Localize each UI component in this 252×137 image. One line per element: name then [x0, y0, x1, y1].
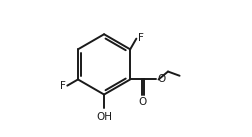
Text: O: O [139, 97, 147, 107]
Text: OH: OH [96, 112, 112, 122]
Text: F: F [138, 33, 144, 43]
Text: O: O [157, 74, 165, 84]
Text: F: F [60, 81, 66, 91]
